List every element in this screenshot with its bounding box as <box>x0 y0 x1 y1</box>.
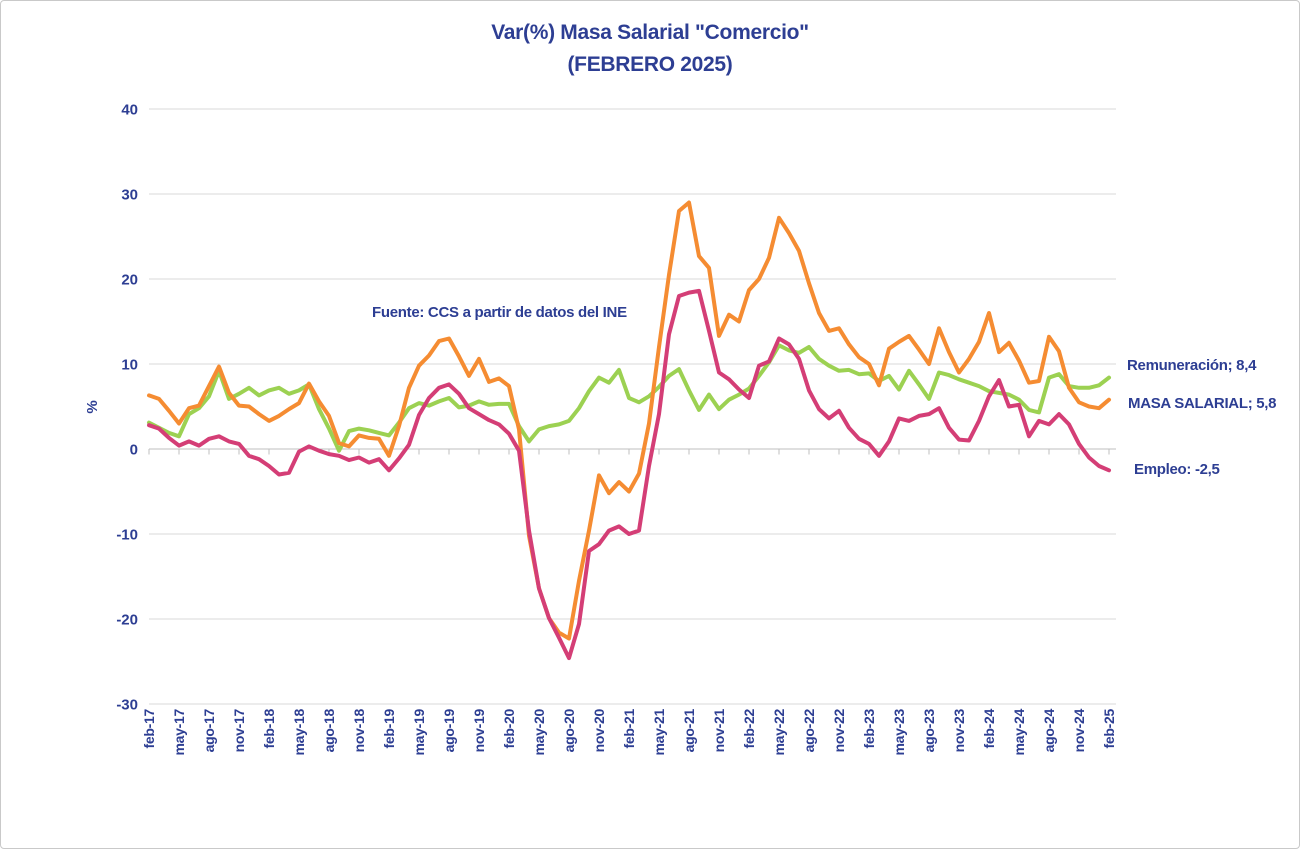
x-axis-tick-label: feb-24 <box>981 708 997 748</box>
x-axis-tick-label: may-19 <box>411 708 427 755</box>
x-axis-tick-label: ago-19 <box>441 708 457 752</box>
x-axis-tick-label: ago-23 <box>921 708 937 752</box>
source-note: Fuente: CCS a partir de datos del INE <box>372 304 627 321</box>
x-axis-tick-label: nov-23 <box>951 708 967 752</box>
y-axis-tick-label: -30 <box>116 697 138 714</box>
x-axis-tick-label: ago-18 <box>321 708 337 752</box>
x-axis-tick-label: feb-19 <box>381 708 397 748</box>
y-axis-tick-label: 10 <box>121 357 138 374</box>
x-axis-tick-label: nov-17 <box>231 708 247 752</box>
chart-title-line1: Var(%) Masa Salarial "Comercio" <box>491 21 809 44</box>
x-axis-tick-label: ago-17 <box>201 708 217 752</box>
x-axis-tick-label: may-22 <box>771 708 787 755</box>
end-label-empleo: Empleo: -2,5 <box>1134 461 1220 478</box>
x-axis-tick-label: ago-24 <box>1041 708 1057 752</box>
chart-title-line2: (FEBRERO 2025) <box>567 53 733 76</box>
y-axis-tick-label: 0 <box>130 442 138 459</box>
y-axis-title: % <box>84 400 101 413</box>
x-axis-tick-label: nov-20 <box>591 708 607 752</box>
x-axis-tick-label: feb-25 <box>1101 708 1117 748</box>
x-axis-tick-label: may-17 <box>171 708 187 755</box>
y-axis-tick-label: 40 <box>121 102 138 119</box>
x-axis-tick-label: ago-22 <box>801 708 817 752</box>
chart-title: Var(%) Masa Salarial "Comercio" (FEBRERO… <box>1 17 1299 81</box>
x-axis-tick-label: feb-17 <box>141 708 157 748</box>
y-axis-tick-label: 30 <box>121 187 138 204</box>
x-axis-tick-label: may-20 <box>531 708 547 755</box>
series-line-empleo <box>147 288 1111 661</box>
x-axis-tick-label: may-23 <box>891 708 907 755</box>
x-axis-tick-label: nov-21 <box>711 708 727 752</box>
x-axis-tick-label: may-21 <box>651 708 667 755</box>
x-axis-tick-label: nov-22 <box>831 708 847 752</box>
x-axis-tick-label: may-18 <box>291 708 307 755</box>
x-axis-tick-label: nov-19 <box>471 708 487 752</box>
y-axis-tick-label: -10 <box>116 527 138 544</box>
end-label-masa-salarial: MASA SALARIAL; 5,8 <box>1128 395 1277 412</box>
x-axis-tick-label: ago-20 <box>561 708 577 752</box>
x-axis-tick-label: nov-18 <box>351 708 367 752</box>
series-line-masa-salarial <box>147 200 1111 641</box>
x-axis-tick-label: feb-20 <box>501 708 517 748</box>
x-axis-tick-label: nov-24 <box>1071 708 1087 752</box>
end-label-remuneraci-n: Remuneración; 8,4 <box>1127 357 1257 374</box>
x-axis-tick-label: feb-21 <box>621 708 637 748</box>
x-axis-tick-label: may-24 <box>1011 708 1027 755</box>
x-axis-tick-label: feb-23 <box>861 708 877 748</box>
x-axis-tick-label: ago-21 <box>681 708 697 752</box>
x-axis-tick-label: feb-22 <box>741 708 757 748</box>
y-axis-tick-label: 20 <box>121 272 138 289</box>
y-axis-tick-label: -20 <box>116 612 138 629</box>
x-axis-tick-label: feb-18 <box>261 708 277 748</box>
